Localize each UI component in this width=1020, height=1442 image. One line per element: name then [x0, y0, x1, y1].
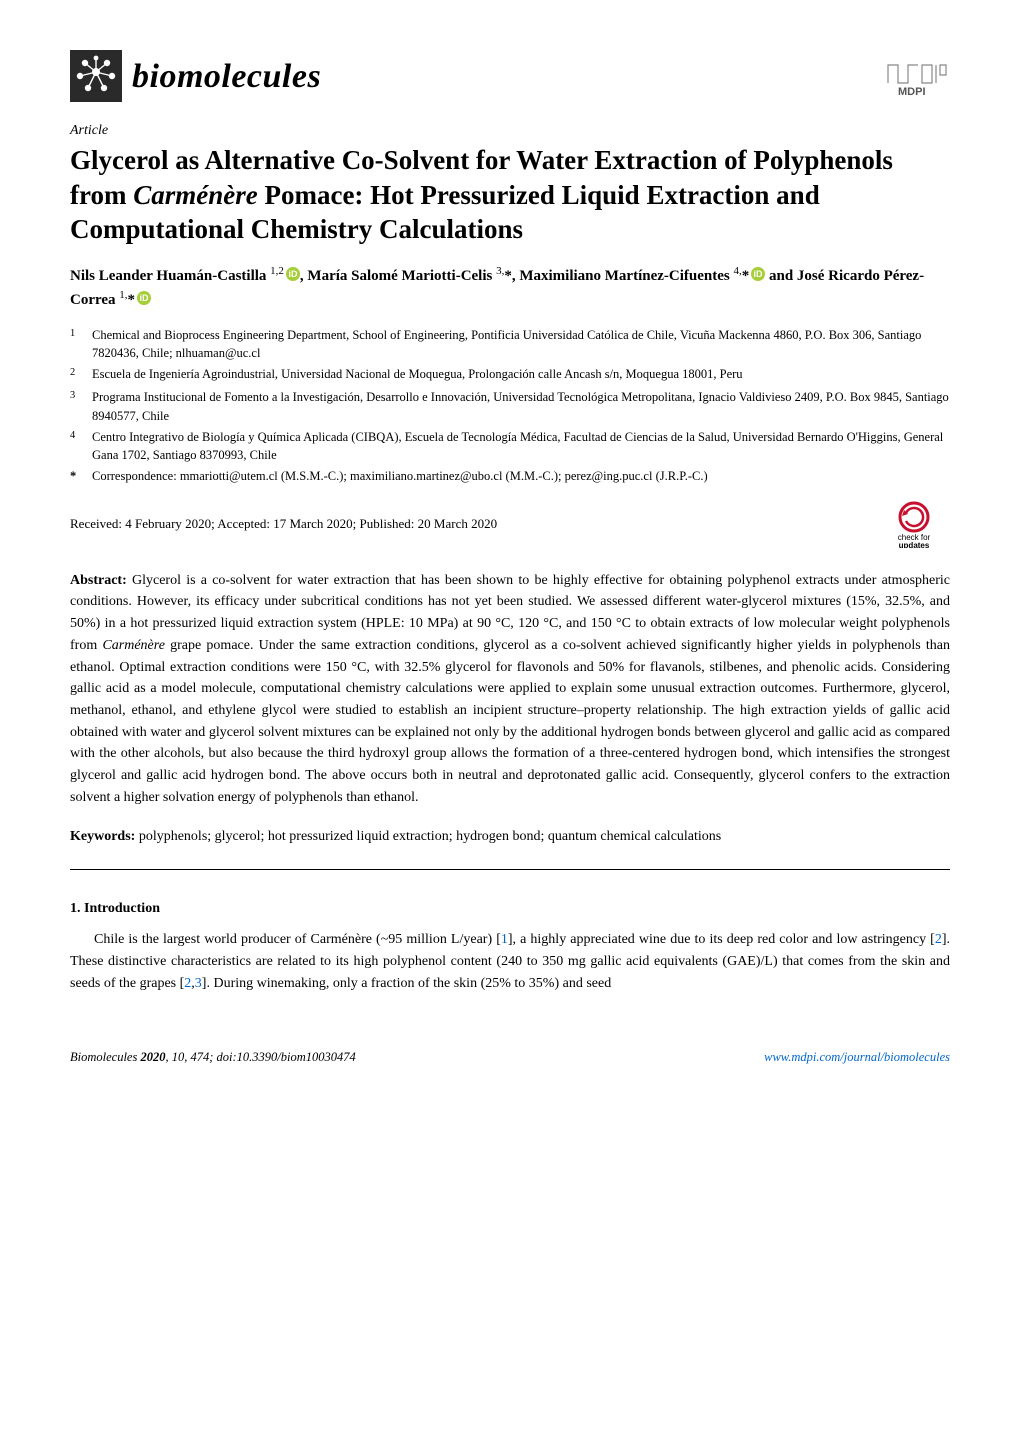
page-footer: Biomolecules 2020, 10, 474; doi:10.3390/…	[70, 1042, 950, 1067]
affiliation-row: 2 Escuela de Ingeniería Agroindustrial, …	[70, 365, 950, 386]
keywords-block: Keywords: polyphenols; glycerol; hot pre…	[70, 826, 950, 847]
affiliation-number: 1	[70, 326, 92, 364]
affiliation-number: 4	[70, 428, 92, 466]
correspondence-marker: *	[70, 467, 92, 486]
affiliation-text: Chemical and Bioprocess Engineering Depa…	[92, 326, 950, 364]
abstract-label: Abstract:	[70, 573, 127, 588]
journal-brand: biomolecules	[70, 50, 321, 102]
journal-name: biomolecules	[132, 51, 321, 102]
abstract-text: Glycerol is a co-solvent for water extra…	[70, 573, 950, 805]
svg-text:updates: updates	[899, 541, 930, 548]
intro-paragraph: Chile is the largest world producer of C…	[70, 929, 950, 994]
citation-link[interactable]: 3	[195, 976, 202, 991]
dates-text: Received: 4 February 2020; Accepted: 17 …	[70, 514, 497, 534]
svg-text:iD: iD	[140, 293, 150, 303]
keywords-label: Keywords:	[70, 829, 135, 844]
authors-line: Nils Leander Huamán-Castilla 1,2iD, Marí…	[70, 263, 950, 312]
section-heading: 1. Introduction	[70, 898, 950, 919]
title-text: Glycerol as Alternative Co-Solvent for W…	[70, 145, 893, 244]
affiliations-block: 1 Chemical and Bioprocess Engineering De…	[70, 326, 950, 486]
footer-left: Biomolecules 2020, 10, 474; doi:10.3390/…	[70, 1048, 356, 1067]
article-title: Glycerol as Alternative Co-Solvent for W…	[70, 143, 950, 247]
publisher-logo-icon: MDPI	[880, 55, 950, 97]
affiliation-row: 1 Chemical and Bioprocess Engineering De…	[70, 326, 950, 364]
journal-url-link[interactable]: www.mdpi.com/journal/biomolecules	[764, 1050, 950, 1064]
svg-text:iD: iD	[288, 269, 298, 279]
citation-link[interactable]: 1	[501, 932, 508, 947]
footer-right: www.mdpi.com/journal/biomolecules	[764, 1048, 950, 1067]
orcid-icon: iD	[137, 290, 151, 304]
citation-link[interactable]: 2	[935, 932, 942, 947]
affiliation-row: 4 Centro Integrativo de Biología y Quími…	[70, 428, 950, 466]
citation-link[interactable]: 2	[184, 976, 191, 991]
affiliation-row: 3 Programa Institucional de Fomento a la…	[70, 388, 950, 426]
journal-logo-icon	[70, 50, 122, 102]
footer-citation: 2020, 10, 474; doi:10.3390/biom10030474	[137, 1050, 355, 1064]
affiliation-text: Escuela de Ingeniería Agroindustrial, Un…	[92, 365, 950, 386]
svg-text:MDPI: MDPI	[898, 86, 926, 97]
article-type: Article	[70, 120, 950, 141]
abstract-block: Abstract: Glycerol is a co-solvent for w…	[70, 570, 950, 809]
correspondence-text: Correspondence: mmariotti@utem.cl (M.S.M…	[92, 467, 950, 486]
orcid-icon: iD	[286, 266, 300, 280]
footer-journal-name: Biomolecules	[70, 1050, 137, 1064]
orcid-icon: iD	[751, 266, 765, 280]
check-for-updates-icon[interactable]: check for updates	[878, 500, 950, 548]
keywords-text: polyphenols; glycerol; hot pressurized l…	[139, 829, 721, 844]
section-divider	[70, 869, 950, 870]
svg-text:iD: iD	[754, 269, 764, 279]
dates-row: Received: 4 February 2020; Accepted: 17 …	[70, 500, 950, 548]
journal-header: biomolecules MDPI	[70, 50, 950, 102]
affiliation-text: Programa Institucional de Fomento a la I…	[92, 388, 950, 426]
correspondence-row: * Correspondence: mmariotti@utem.cl (M.S…	[70, 467, 950, 486]
affiliation-number: 2	[70, 365, 92, 386]
affiliation-number: 3	[70, 388, 92, 426]
affiliation-text: Centro Integrativo de Biología y Química…	[92, 428, 950, 466]
